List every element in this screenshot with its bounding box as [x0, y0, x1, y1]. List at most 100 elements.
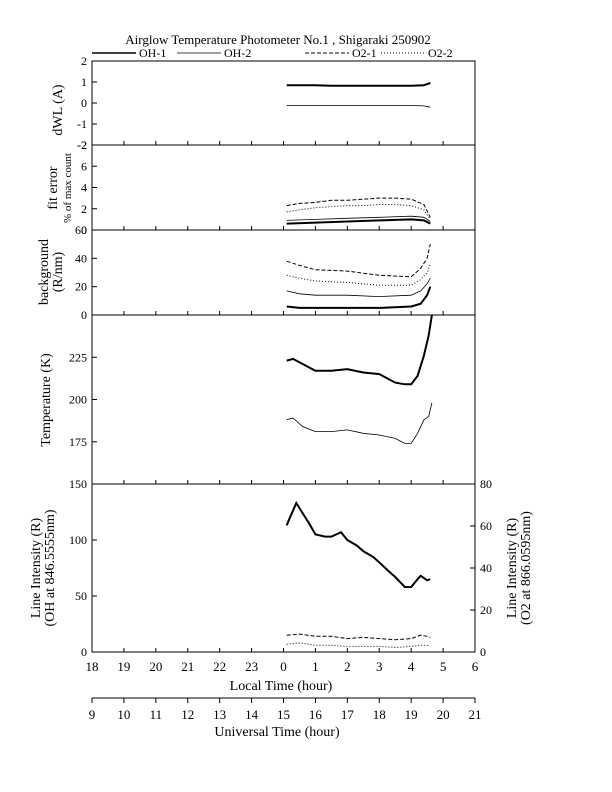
y-tick-label: 150 — [69, 477, 87, 491]
chart-panel-1: -2 -1 0 1 2 dWL (A) — [51, 54, 476, 152]
legend-label-oh2: OH-2 — [224, 46, 251, 60]
series-line-oh-1 — [286, 218, 431, 225]
y-axis-label: dWL (A) — [51, 84, 66, 136]
panel-frame — [91, 144, 476, 231]
y-axis-label: background — [37, 239, 52, 305]
universal-time-tick-labels: 9 10 11 12 13 14 15 16 17 18 19 20 21 — [89, 698, 482, 722]
series-line-o2-1 — [286, 244, 431, 278]
legend: OH-1 OH-2 O2-1 O2-2 — [92, 46, 453, 60]
local-time-tick-label: 21 — [181, 659, 194, 674]
y-tick-label: -2 — [77, 138, 87, 152]
y-tick-label: 225 — [69, 350, 87, 364]
chart-panel-4: 175 200 225 Temperature (K) — [39, 314, 476, 485]
universal-time-tick-label: 15 — [277, 707, 290, 722]
chart-panel-3: 0 20 40 60 background (R/nm) — [37, 223, 476, 322]
series-line-o2-1 — [286, 633, 431, 641]
chart-panel-2: 0 2 4 6 -2 fit error% of max count — [46, 138, 476, 237]
series-line-oh-1 — [286, 286, 432, 309]
series-line-oh-1 — [286, 82, 431, 87]
universal-time-tick-label: 12 — [181, 707, 194, 722]
universal-time-tick-label: 13 — [213, 707, 226, 722]
local-time-tick-label: 22 — [213, 659, 226, 674]
universal-time-tick-label: 17 — [341, 707, 355, 722]
local-time-tick-label: 3 — [376, 659, 383, 674]
local-time-tick-label: 23 — [245, 659, 258, 674]
figure-title: Airglow Temperature Photometer No.1 , Sh… — [125, 32, 431, 47]
y-right-axis-label: Line Intensity (R) — [505, 518, 520, 619]
y-axis-label: Temperature (K) — [39, 353, 54, 447]
y-axis-label: (OH at 846.5555nm) — [43, 509, 58, 626]
y-axis-label: (R/nm) — [51, 251, 66, 292]
local-time-tick-label: 19 — [117, 659, 130, 674]
y-tick-label: 60 — [75, 223, 87, 237]
y-tick-label: 0 — [81, 645, 87, 659]
universal-time-tick-label: 10 — [117, 707, 130, 722]
series-line-oh-2 — [286, 278, 431, 298]
series-line-oh-2 — [286, 105, 431, 108]
y-tick-label: 50 — [75, 589, 87, 603]
legend-label-o22: O2-2 — [428, 46, 453, 60]
y-tick-label: 200 — [69, 393, 87, 407]
universal-time-tick-label: 18 — [373, 707, 386, 722]
series-line-oh-2 — [286, 215, 431, 222]
local-time-tick-label: 4 — [408, 659, 415, 674]
universal-time-axis-label: Universal Time (hour) — [214, 725, 340, 740]
y-right-tick-label: 20 — [480, 603, 492, 617]
series-line-o2-2 — [286, 642, 431, 649]
y-tick-label: 0 — [81, 96, 87, 110]
series-line-o2-2 — [286, 204, 431, 220]
y-tick-label: 6 — [81, 159, 87, 173]
panel-frame — [91, 483, 476, 653]
local-time-tick-label: 18 — [86, 659, 99, 674]
y-right-tick-label: 80 — [480, 477, 492, 491]
y-right-tick-label: 0 — [480, 645, 486, 659]
universal-time-tick-label: 20 — [437, 707, 450, 722]
local-time-tick-label: 0 — [280, 659, 287, 674]
panel-frame — [91, 60, 476, 146]
universal-time-tick-label: 19 — [405, 707, 418, 722]
legend-label-oh1: OH-1 — [139, 46, 166, 60]
y-tick-label: 40 — [75, 251, 87, 265]
y-tick-label: 0 — [81, 223, 87, 237]
panel-frame — [91, 314, 476, 485]
panel-frame — [91, 229, 476, 316]
series-line-o2-1 — [286, 197, 431, 218]
universal-time-tick-label: 16 — [309, 707, 323, 722]
y-tick-label: 175 — [69, 435, 87, 449]
series-line-o2-2 — [286, 263, 431, 286]
y-tick-label: 0 — [81, 308, 87, 322]
y-tick-label: 4 — [81, 181, 87, 195]
local-time-tick-label: 2 — [344, 659, 351, 674]
local-time-axis: 18 19 20 21 22 23 0 1 2 3 4 5 6 Local Time (hour) — [86, 659, 479, 694]
local-time-axis-label: Local Time (hour) — [230, 679, 333, 694]
y-axis-label: % of max count — [62, 153, 74, 223]
y-right-tick-label: 60 — [480, 519, 492, 533]
universal-time-tick-label: 9 — [89, 707, 96, 722]
local-time-tick-label: 5 — [440, 659, 447, 674]
legend-label-o21: O2-1 — [352, 46, 377, 60]
y-tick-label: -1 — [77, 117, 87, 131]
series-line-oh-2 — [286, 402, 433, 444]
y-axis-label: fit error — [46, 166, 61, 209]
local-time-tick-label: 1 — [312, 659, 319, 674]
y-tick-label: 2 — [81, 54, 87, 68]
universal-time-tick-label: 14 — [245, 707, 259, 722]
y-tick-label: 100 — [69, 533, 87, 547]
y-right-axis-label: (O2 at 866.0595nm) — [519, 511, 534, 625]
universal-time-tick-label: 21 — [469, 707, 482, 722]
local-time-tick-label: 6 — [472, 659, 479, 674]
series-line-oh-1 — [286, 314, 433, 386]
universal-time-tick-label: 11 — [150, 707, 163, 722]
y-axis-label: Line Intensity (R) — [29, 518, 44, 619]
local-time-tick-label: 20 — [149, 659, 162, 674]
universal-time-axis: 9 10 11 12 13 14 15 16 17 18 19 20 21 Universal Time… — [89, 697, 482, 740]
local-time-tick-labels: 18 19 20 21 22 23 0 1 2 3 4 5 6 — [86, 659, 479, 674]
y-tick-label: 2 — [81, 202, 87, 216]
series-line-oh-1 — [285, 500, 431, 588]
y-right-tick-label: 40 — [480, 561, 492, 575]
y-tick-label: 1 — [81, 75, 87, 89]
y-tick-label: -2 — [77, 138, 87, 152]
